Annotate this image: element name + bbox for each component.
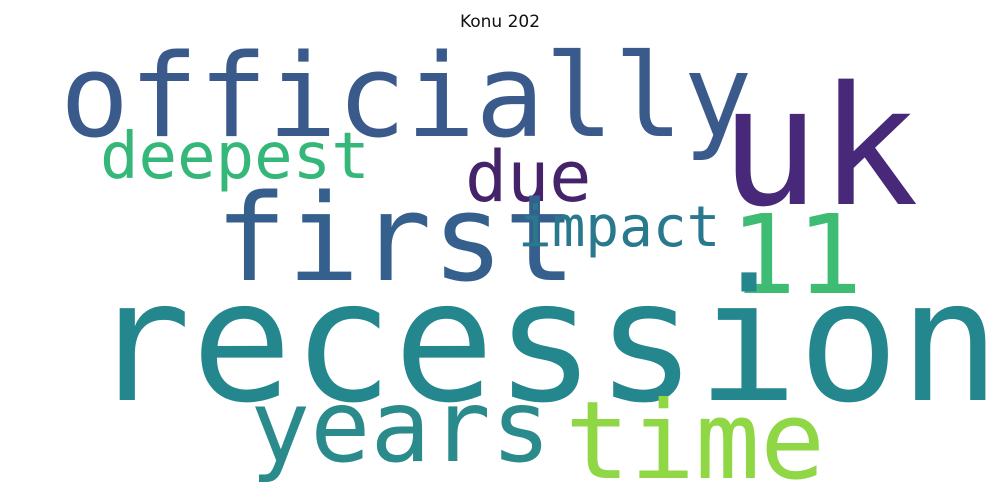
word-cloud: officially uk deepest due first impact 1… xyxy=(50,30,1000,496)
word-first: first xyxy=(215,170,577,309)
word-11: 11 xyxy=(730,191,863,319)
word-due: due xyxy=(465,136,592,218)
chart-title: Konu 202 xyxy=(459,12,541,32)
word-officially: officially xyxy=(60,30,753,164)
word-impact: impact xyxy=(518,195,721,260)
word-deepest: deepest xyxy=(100,120,370,194)
word-uk: uk xyxy=(720,51,919,243)
word-years: years xyxy=(250,368,552,485)
word-time: time xyxy=(565,379,826,504)
word-recession: recession xyxy=(90,244,1000,440)
